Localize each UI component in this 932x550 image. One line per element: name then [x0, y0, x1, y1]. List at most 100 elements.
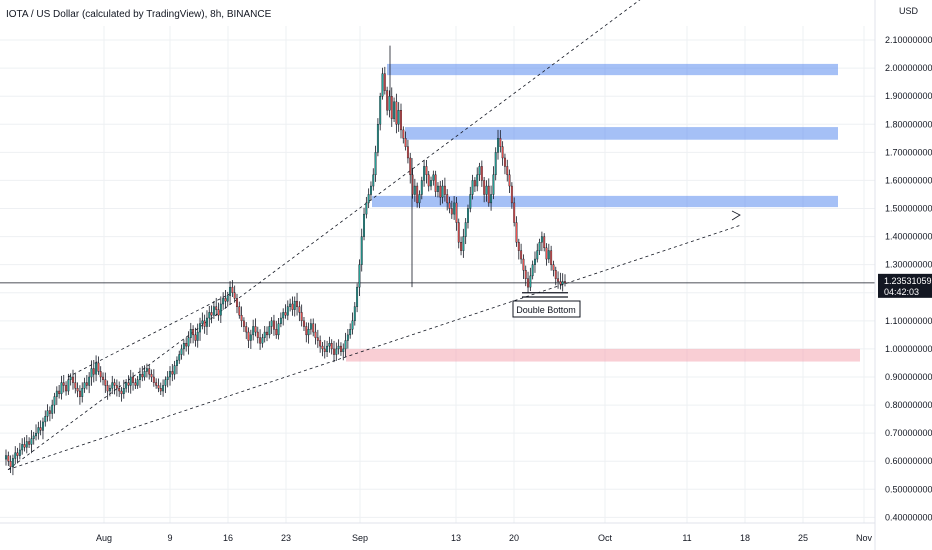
candle-144 — [337, 339, 340, 355]
candle-59 — [141, 366, 144, 382]
candle-body-92 — [217, 309, 220, 316]
candle-body-49 — [118, 388, 121, 392]
candle-body-96 — [226, 295, 229, 302]
candle-body-145 — [339, 345, 342, 352]
candle-159 — [372, 168, 375, 191]
candle-18 — [46, 404, 49, 422]
candle-body-66 — [157, 385, 160, 389]
candle-body-184 — [430, 180, 432, 187]
y-tick-0: 2.10000000 — [885, 35, 932, 45]
candle-body-72 — [171, 371, 174, 375]
candle-body-31 — [76, 388, 79, 392]
lower-channel-line[interactable] — [7, 224, 741, 471]
candle-body-82 — [194, 334, 197, 341]
candle-body-207 — [483, 180, 486, 195]
candle-213 — [497, 129, 499, 160]
candle-0 — [5, 449, 7, 466]
candle-232 — [540, 231, 543, 252]
candle-218 — [508, 169, 511, 193]
candle-body-132 — [309, 323, 312, 330]
candle-body-76 — [180, 348, 183, 355]
candle-158 — [370, 181, 372, 201]
candle-194 — [453, 196, 456, 220]
candle-body-147 — [344, 340, 347, 350]
candle-150 — [351, 312, 354, 335]
candle-body-213 — [497, 138, 499, 153]
candle-body-114 — [268, 326, 271, 336]
candle-body-141 — [330, 343, 333, 350]
candle-40 — [97, 356, 100, 375]
candle-body-144 — [337, 345, 340, 350]
candle-body-202 — [471, 180, 474, 195]
candle-29 — [72, 369, 74, 390]
candle-145 — [339, 342, 342, 356]
candle-body-206 — [480, 166, 483, 181]
candle-98 — [231, 280, 234, 297]
candle-body-9 — [25, 441, 28, 448]
candle-body-109 — [256, 331, 259, 338]
candle-71 — [169, 366, 171, 386]
candle-body-170 — [397, 110, 400, 125]
candle-body-54 — [129, 376, 132, 386]
candle-body-185 — [432, 174, 435, 181]
candle-body-90 — [212, 306, 215, 316]
candle-body-44 — [106, 385, 109, 392]
candle-body-20 — [51, 404, 54, 414]
candle-57 — [136, 375, 139, 389]
candle-body-123 — [289, 303, 292, 307]
resistance-zone-2.0[interactable] — [387, 63, 838, 76]
candle-body-191 — [446, 194, 449, 204]
candle-body-41 — [99, 371, 102, 378]
candle-189 — [441, 180, 444, 204]
candle-body-32 — [78, 390, 81, 397]
candle-230 — [536, 243, 539, 263]
candle-body-219 — [510, 185, 513, 204]
candle-body-62 — [148, 368, 151, 375]
candle-body-155 — [363, 213, 365, 237]
resistance-zone-1.77[interactable] — [405, 127, 838, 140]
candle-body-131 — [307, 329, 310, 336]
candle-body-168 — [393, 101, 396, 119]
candle-body-173 — [404, 138, 407, 147]
candle-body-134 — [314, 331, 317, 338]
candle-body-226 — [527, 278, 529, 288]
candle-body-78 — [185, 343, 188, 347]
candle-170 — [397, 102, 400, 132]
candle-220 — [513, 197, 516, 227]
candle-117 — [275, 320, 278, 339]
candle-223 — [520, 243, 523, 264]
candle-body-6 — [18, 449, 21, 456]
candle-53 — [127, 375, 130, 393]
candle-156 — [365, 196, 368, 219]
candle-167 — [390, 87, 393, 127]
candle-99 — [233, 285, 236, 303]
candle-body-12 — [32, 435, 35, 439]
candle-body-89 — [210, 312, 213, 316]
candle-212 — [494, 147, 497, 181]
candle-body-166 — [388, 95, 391, 111]
candle-217 — [506, 159, 509, 182]
candle-9 — [25, 435, 28, 454]
candle-body-127 — [298, 306, 301, 313]
candle-body-58 — [139, 373, 141, 380]
candle-body-241 — [561, 281, 564, 285]
candle-body-200 — [467, 208, 469, 223]
candle-101 — [238, 301, 241, 319]
candle-80 — [189, 322, 192, 344]
candle-body-93 — [219, 303, 222, 316]
candle-8 — [23, 437, 26, 452]
candle-body-21 — [53, 396, 56, 406]
candle-38 — [92, 359, 95, 383]
y-tick-5: 1.60000000 — [885, 175, 932, 185]
resistance-zone-1.53[interactable] — [372, 195, 838, 208]
y-tick-14: 0.70000000 — [885, 428, 932, 438]
grid — [0, 26, 875, 523]
candle-body-216 — [503, 157, 506, 167]
candle-132 — [309, 318, 312, 335]
support-zone-0.98[interactable] — [346, 348, 860, 362]
candle-231 — [538, 238, 541, 256]
candle-175 — [409, 152, 412, 184]
candle-body-53 — [127, 382, 130, 386]
x-tick-4: Sep — [352, 533, 368, 543]
